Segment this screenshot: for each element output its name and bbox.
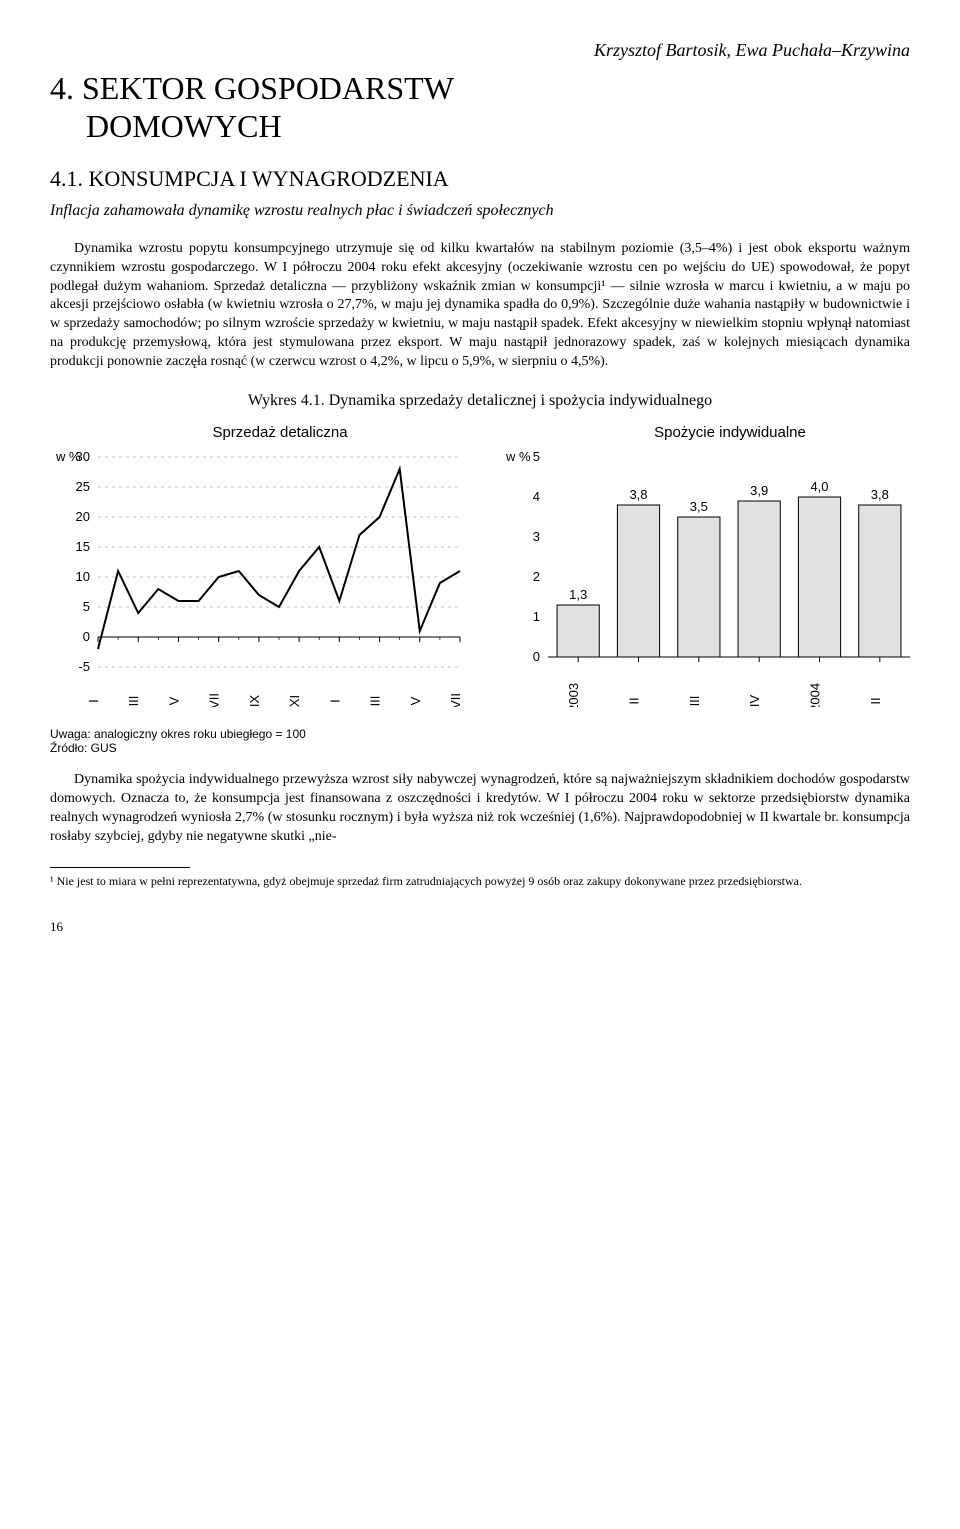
bar-chart-box: Spożycie indywidualne w % 0 1 2 3 4 5 1,3 I 2003…	[500, 424, 920, 707]
svg-text:25: 25	[76, 479, 90, 494]
chart-note: Uwaga: analogiczny okres roku ubiegłego …	[50, 727, 910, 741]
svg-text:0: 0	[83, 629, 90, 644]
svg-text:4,0: 4,0	[810, 479, 828, 494]
svg-text:I: I	[86, 699, 101, 703]
svg-text:10: 10	[76, 569, 90, 584]
bar-chart: w % 0 1 2 3 4 5 1,3 I 2003 3,8 II 3,5 III 3,9 IV 4,0 I 2…	[500, 447, 920, 707]
page-number: 16	[50, 919, 910, 935]
svg-text:w %: w %	[505, 449, 531, 464]
svg-text:XI: XI	[287, 695, 302, 707]
chapter-title-l1: 4. SEKTOR GOSPODARSTW	[50, 70, 454, 106]
svg-text:0: 0	[533, 649, 540, 664]
svg-text:1,3: 1,3	[569, 587, 587, 602]
svg-text:3,9: 3,9	[750, 483, 768, 498]
svg-text:4: 4	[533, 489, 540, 504]
svg-text:IX: IX	[247, 695, 262, 707]
svg-text:3: 3	[533, 529, 540, 544]
line-chart-title: Sprzedaż detaliczna	[90, 424, 470, 441]
svg-text:3,5: 3,5	[690, 499, 708, 514]
svg-text:IV: IV	[747, 695, 762, 707]
footnote-1: ¹ Nie jest to miara w pełni reprezentaty…	[50, 874, 910, 889]
section-subtitle: Inflacja zahamowała dynamikę wzrostu rea…	[50, 202, 910, 220]
svg-text:1: 1	[533, 609, 540, 624]
svg-text:VII: VII	[448, 693, 463, 707]
svg-text:VII: VII	[207, 693, 222, 707]
chapter-title-l2: DOMOWYCH	[86, 108, 282, 144]
svg-text:III: III	[126, 696, 141, 707]
paragraph-1: Dynamika wzrostu popytu konsumpcyjnego u…	[50, 240, 910, 372]
section-title: 4.1. KONSUMPCJA I WYNAGRODZENIA	[50, 166, 910, 192]
line-chart-box: Sprzedaż detaliczna w %-5051015202530III…	[50, 424, 470, 707]
svg-text:5: 5	[83, 599, 90, 614]
chart-source: Źródło: GUS	[50, 741, 910, 755]
chart-source-block: Uwaga: analogiczny okres roku ubiegłego …	[50, 727, 910, 755]
footnote-rule	[50, 867, 190, 868]
svg-text:I 2004: I 2004	[808, 683, 823, 707]
line-chart: w %-5051015202530IIIIVVIIIXXIIIIIVVII	[50, 447, 470, 707]
svg-text:3,8: 3,8	[871, 487, 889, 502]
bar-chart-title: Spożycie indywidualne	[540, 424, 920, 441]
charts-row: Sprzedaż detaliczna w %-5051015202530III…	[50, 424, 910, 707]
svg-text:II: II	[627, 697, 642, 704]
svg-text:V: V	[166, 696, 181, 705]
paragraph-2: Dynamika spożycia indywidualnego przewyż…	[50, 771, 910, 847]
svg-text:III: III	[687, 696, 702, 707]
chapter-title: 4. SEKTOR GOSPODARSTW DOMOWYCH	[50, 69, 910, 146]
svg-text:I: I	[327, 699, 342, 703]
svg-text:I 2003: I 2003	[566, 683, 581, 707]
svg-text:II: II	[868, 697, 883, 704]
author-line: Krzysztof Bartosik, Ewa Puchała–Krzywina	[50, 40, 910, 61]
svg-text:III: III	[368, 696, 383, 707]
svg-text:V: V	[408, 696, 423, 705]
figure-caption: Wykres 4.1. Dynamika sprzedaży detaliczn…	[50, 392, 910, 410]
svg-text:15: 15	[76, 539, 90, 554]
svg-text:-5: -5	[78, 659, 90, 674]
svg-text:3,8: 3,8	[629, 487, 647, 502]
svg-text:5: 5	[533, 449, 540, 464]
svg-text:2: 2	[533, 569, 540, 584]
svg-text:20: 20	[76, 509, 90, 524]
svg-text:30: 30	[76, 449, 90, 464]
